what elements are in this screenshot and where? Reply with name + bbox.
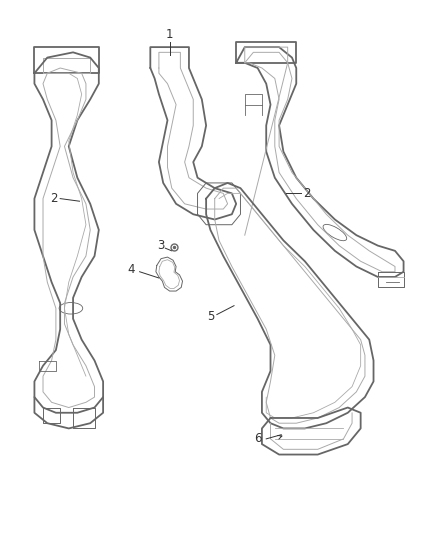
Text: 1: 1 [166,28,173,41]
Text: 2: 2 [303,187,311,200]
Text: 5: 5 [207,310,214,322]
Text: 3: 3 [157,239,165,252]
Text: 2: 2 [50,192,57,205]
Text: 6: 6 [254,432,261,446]
Text: 4: 4 [127,263,135,276]
